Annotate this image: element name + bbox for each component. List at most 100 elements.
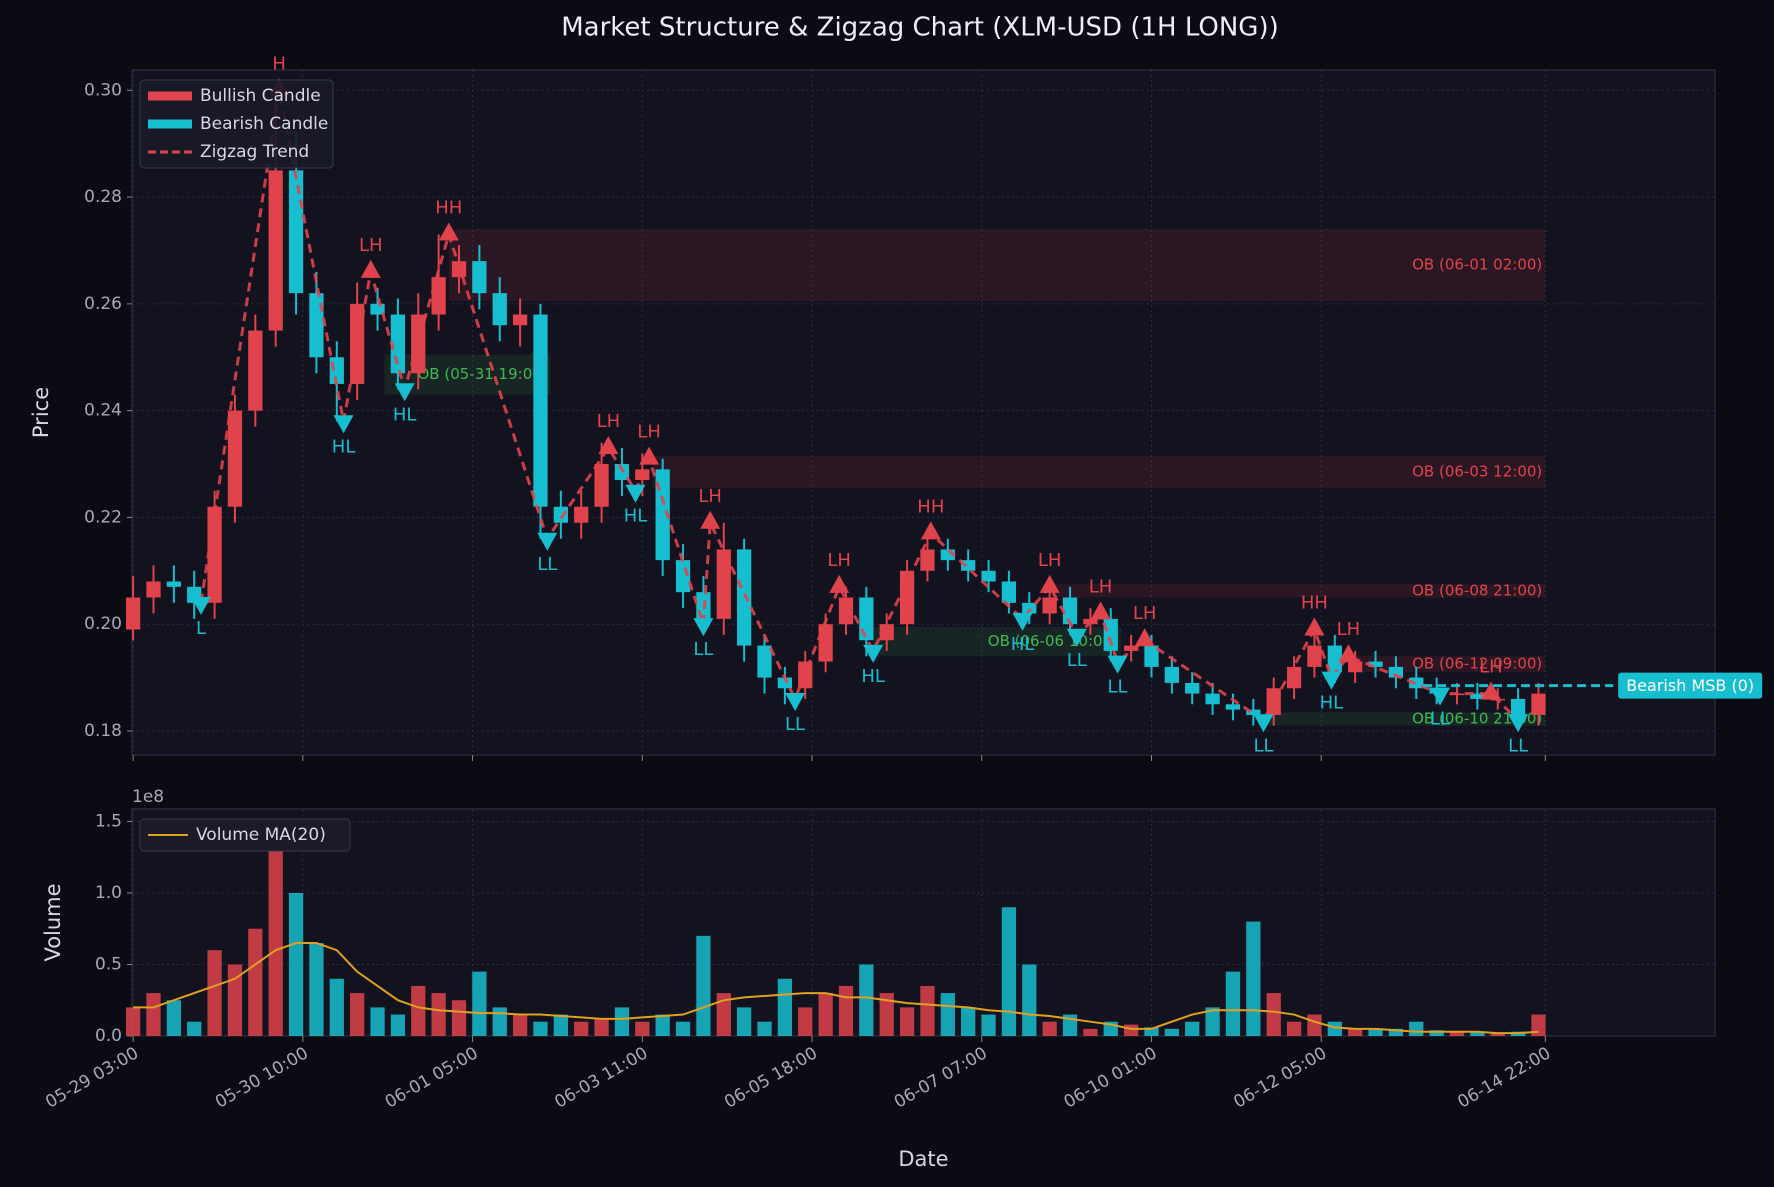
swing-label: HL bbox=[1011, 634, 1035, 655]
x-axis-label: Date bbox=[898, 1147, 948, 1171]
volume-bar bbox=[920, 985, 935, 1036]
order-block-label: OB (06-06 10:00) bbox=[988, 632, 1118, 650]
volume-bar bbox=[1042, 1021, 1057, 1036]
swing-marker bbox=[333, 415, 354, 434]
swing-marker bbox=[1090, 601, 1111, 620]
volume-bar bbox=[512, 1014, 528, 1036]
swing-marker bbox=[785, 692, 806, 711]
volume-bar bbox=[533, 1021, 548, 1036]
volume-bar bbox=[125, 1007, 141, 1036]
volume-bar bbox=[207, 950, 222, 1036]
axis-offset: 1e8 bbox=[132, 787, 164, 807]
y-tick-label: 0.20 bbox=[84, 614, 122, 634]
y-tick-label: 0.18 bbox=[84, 721, 122, 741]
volume-bar bbox=[492, 1007, 507, 1036]
candle-body bbox=[574, 506, 589, 523]
swing-label: LH bbox=[698, 486, 722, 507]
order-block-label: OB (06-03 12:00) bbox=[1412, 463, 1542, 481]
candle-body bbox=[492, 293, 507, 326]
volume-bar bbox=[1429, 1030, 1444, 1036]
order-block-label: OB (05-31 19:00) bbox=[417, 365, 547, 383]
volume-bar bbox=[614, 1007, 630, 1036]
candle-body bbox=[288, 170, 304, 294]
candle-body bbox=[961, 560, 976, 571]
swing-marker bbox=[920, 521, 941, 540]
volume-bar bbox=[390, 1014, 406, 1036]
volume-bar bbox=[635, 1021, 650, 1036]
volume-bar bbox=[879, 993, 894, 1036]
swing-marker bbox=[360, 259, 381, 278]
candle-body bbox=[757, 645, 772, 678]
volume-bar bbox=[350, 993, 365, 1036]
candle-body bbox=[370, 303, 385, 315]
candle-body bbox=[512, 314, 528, 326]
y-tick-label: 0.28 bbox=[84, 187, 122, 207]
y-tick-label: 0.30 bbox=[84, 80, 122, 100]
order-block bbox=[1263, 712, 1546, 726]
candle-body bbox=[125, 597, 141, 630]
candle-body bbox=[1144, 645, 1159, 667]
swing-label: HL bbox=[1320, 693, 1344, 714]
legend-label: Zigzag Trend bbox=[200, 142, 309, 162]
volume-bar bbox=[1144, 1027, 1159, 1036]
swing-label: LL bbox=[1108, 677, 1128, 698]
volume-bar bbox=[777, 978, 793, 1036]
candle-body bbox=[1368, 661, 1383, 667]
order-block bbox=[1053, 584, 1546, 598]
volume-bar bbox=[716, 993, 731, 1036]
candle-body bbox=[1470, 693, 1485, 699]
volume-bar bbox=[838, 985, 854, 1036]
candle-body bbox=[207, 506, 222, 603]
swing-marker bbox=[394, 383, 415, 402]
swing-label: LH bbox=[1089, 577, 1113, 598]
volume-bar bbox=[798, 1007, 813, 1036]
swing-label: H bbox=[272, 53, 286, 74]
candle-body bbox=[268, 170, 283, 331]
volume-bar bbox=[288, 892, 304, 1036]
volume-bar bbox=[859, 964, 874, 1036]
candle-body bbox=[1022, 602, 1037, 614]
swing-marker bbox=[1430, 687, 1451, 706]
swing-marker bbox=[1338, 644, 1359, 663]
swing-marker bbox=[438, 222, 459, 241]
candle-body bbox=[1307, 645, 1322, 667]
candle-body bbox=[1062, 597, 1078, 625]
legend-label: Bearish Candle bbox=[200, 114, 328, 134]
volume-bar bbox=[370, 1007, 385, 1036]
swing-label: LH bbox=[359, 235, 383, 256]
legend-box bbox=[139, 818, 351, 852]
candle-body bbox=[1409, 677, 1424, 689]
volume-bar bbox=[431, 993, 446, 1036]
volume-bar bbox=[166, 1000, 181, 1036]
swing-label: LL bbox=[537, 554, 557, 575]
volume-bar bbox=[1449, 1031, 1465, 1036]
swing-marker bbox=[1321, 671, 1342, 690]
swing-label: LH bbox=[1337, 619, 1361, 640]
candle-body bbox=[1001, 581, 1017, 603]
candle-body bbox=[553, 506, 568, 523]
candle-body bbox=[1225, 704, 1241, 710]
swing-marker bbox=[1012, 612, 1033, 631]
y-axis-label: Volume bbox=[41, 883, 65, 961]
legend-label: Bullish Candle bbox=[200, 86, 321, 106]
volume-bar bbox=[227, 964, 243, 1036]
volume-bar bbox=[757, 1021, 772, 1036]
swing-label: HH bbox=[1301, 593, 1328, 614]
swing-label: L bbox=[196, 618, 206, 639]
swing-label: HH bbox=[435, 197, 462, 218]
volume-bar bbox=[1225, 971, 1241, 1036]
volume-bar bbox=[1388, 1028, 1404, 1036]
candle-body bbox=[920, 549, 935, 571]
candle-body bbox=[166, 581, 181, 587]
candle-body bbox=[309, 293, 324, 358]
volume-bar bbox=[1001, 907, 1017, 1036]
swing-marker bbox=[693, 618, 714, 637]
volume-bar bbox=[1307, 1014, 1322, 1036]
volume-bar bbox=[1531, 1014, 1546, 1036]
y-tick-label: 0.24 bbox=[84, 401, 122, 421]
order-block bbox=[652, 456, 1546, 489]
candle-body bbox=[594, 464, 609, 507]
volume-bar bbox=[451, 1000, 467, 1036]
swing-marker bbox=[639, 446, 660, 465]
candle-body bbox=[1124, 645, 1139, 651]
